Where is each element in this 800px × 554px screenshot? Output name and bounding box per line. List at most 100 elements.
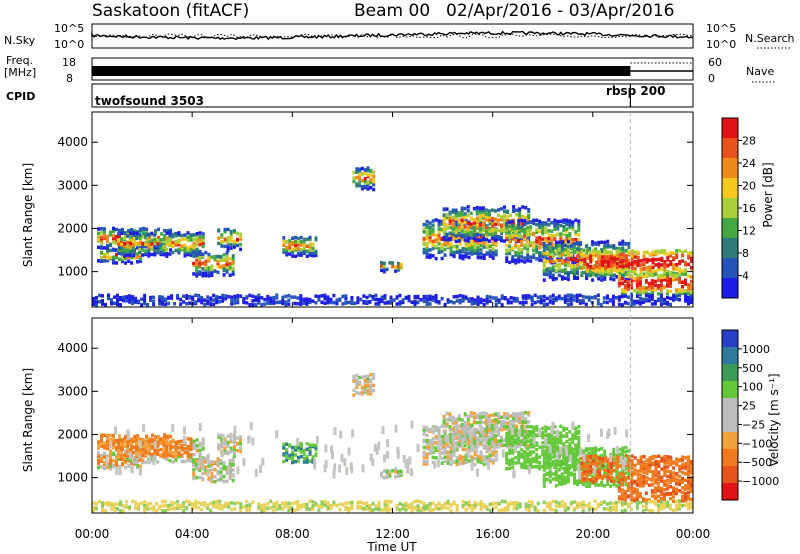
heatmap-cell [508, 236, 512, 240]
heatmap-cell [466, 221, 470, 225]
heatmap-cell [511, 226, 515, 230]
heatmap-cell [669, 302, 672, 307]
heatmap-cell [236, 231, 239, 235]
heatmap-cell [171, 234, 175, 239]
heatmap-cell [568, 437, 572, 442]
heatmap-cell [117, 457, 120, 461]
heatmap-cell [294, 243, 297, 248]
heatmap-cell [479, 244, 483, 248]
heatmap-cell [521, 300, 525, 305]
heatmap-cell [437, 219, 441, 223]
heatmap-cell [156, 250, 160, 255]
heatmap-cell [503, 239, 506, 243]
heatmap-cell [135, 453, 139, 457]
heatmap-cell [366, 374, 370, 379]
power-heatmap [92, 166, 693, 307]
heatmap-cell [626, 488, 630, 493]
heatmap-cell [454, 422, 458, 426]
heatmap-cell [538, 455, 542, 459]
heatmap-cell [344, 300, 348, 305]
heatmap-cell [505, 259, 509, 263]
heatmap-cell [396, 469, 400, 474]
heatmap-cell [457, 424, 461, 428]
heatmap-cell [633, 472, 637, 476]
heatmap-cell [520, 234, 524, 239]
heatmap-cell [663, 301, 666, 305]
heatmap-cell [485, 430, 489, 434]
heatmap-cell [681, 465, 685, 470]
heatmap-cell [615, 457, 619, 461]
heatmap-cell [514, 253, 518, 257]
heatmap-cell [183, 233, 187, 237]
heatmap-cell [672, 256, 676, 260]
heatmap-cell [431, 246, 435, 251]
heatmap-cell [506, 301, 510, 305]
heatmap-cell [523, 228, 527, 232]
heatmap-cell [505, 221, 509, 226]
heatmap-cell [675, 294, 678, 298]
heatmap-cell [521, 296, 525, 300]
heatmap-cell [559, 223, 563, 228]
heatmap-cell [553, 236, 557, 240]
heatmap-cell [457, 414, 461, 418]
heatmap-cell [355, 373, 359, 378]
heatmap-cell [479, 252, 483, 256]
heatmap-cell [545, 462, 549, 466]
heatmap-cell [169, 434, 173, 439]
heatmap-cell [472, 420, 476, 424]
heatmap-cell [97, 231, 100, 235]
heatmap-cell [216, 478, 220, 482]
heatmap-cell [583, 472, 587, 477]
heatmap-cell [425, 302, 429, 306]
cpid-label: CPID [6, 90, 35, 103]
heatmap-cell [678, 267, 682, 272]
heatmap-cell [659, 302, 663, 307]
heatmap-cell [566, 293, 570, 297]
heatmap-cell [135, 441, 139, 445]
heatmap-cell [352, 388, 356, 393]
heatmap-cell [656, 278, 660, 283]
heatmap-cell [195, 265, 199, 270]
heatmap-cell [460, 443, 464, 448]
heatmap-cell [584, 295, 588, 299]
velocity-heatmap [92, 372, 693, 513]
heatmap-cell [651, 473, 655, 477]
heatmap-cell [641, 483, 645, 488]
heatmap-cell [463, 220, 467, 225]
heatmap-cell [463, 216, 467, 220]
heatmap-cell [535, 230, 539, 234]
heatmap-cell [563, 297, 567, 302]
heatmap-cell [394, 470, 398, 474]
heatmap-cell [100, 238, 103, 243]
heatmap-cell [425, 223, 429, 228]
heatmap-cell [681, 259, 685, 263]
heatmap-cell [165, 453, 169, 457]
heatmap-cell [472, 236, 476, 241]
heatmap-cell [434, 299, 438, 304]
heatmap-cell [617, 480, 621, 484]
heatmap-cell [445, 418, 449, 422]
heatmap-cell [260, 302, 264, 307]
heatmap-cell [467, 255, 471, 260]
heatmap-cell [192, 233, 196, 237]
heatmap-cell [653, 279, 657, 284]
heatmap-cell [470, 430, 474, 435]
heatmap-cell [615, 249, 619, 253]
heatmap-cell [112, 234, 115, 238]
heatmap-cell [291, 236, 295, 241]
heatmap-cell [642, 257, 646, 261]
y-tick-label: 3000 [57, 178, 88, 192]
heatmap-cell [517, 247, 521, 252]
heatmap-cell [401, 300, 405, 305]
heatmap-cell [684, 261, 688, 265]
heatmap-cell [168, 441, 172, 446]
heatmap-cell [514, 258, 518, 262]
heatmap-cell [464, 247, 468, 251]
freq-series [92, 66, 631, 76]
heatmap-cell [169, 450, 173, 455]
heatmap-cell [548, 252, 552, 256]
heatmap-cell [595, 476, 599, 481]
heatmap-cell [666, 289, 669, 293]
heatmap-cell [595, 264, 599, 269]
heatmap-cell [554, 466, 558, 470]
